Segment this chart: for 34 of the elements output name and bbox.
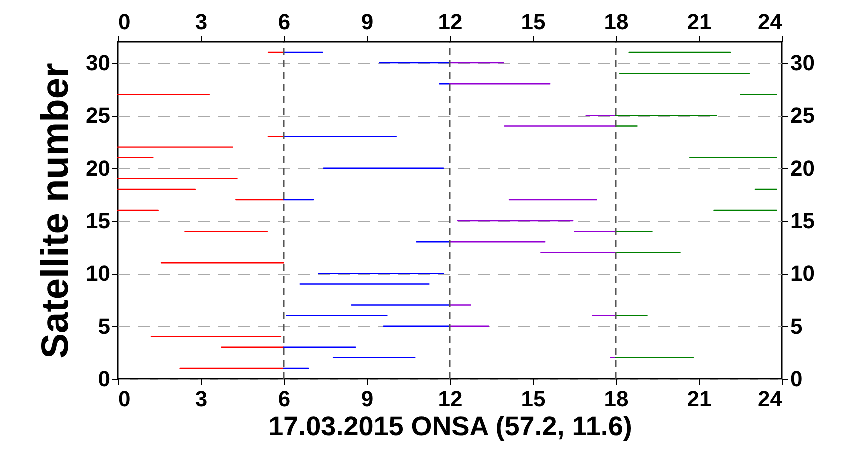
- y2-tick-label: 20: [790, 156, 815, 181]
- x2-tick-label: 18: [604, 10, 629, 34]
- x2-tick-label: 9: [361, 10, 374, 34]
- y-tick-label: 5: [98, 314, 110, 339]
- x-tick-label: 12: [438, 386, 463, 412]
- x2-tick-label: 0: [118, 10, 131, 34]
- x-tick-label: 0: [118, 386, 131, 412]
- x-tick-label: 21: [687, 386, 712, 412]
- x-tick-label: 3: [195, 386, 208, 412]
- y-tick-label: 0: [98, 366, 110, 392]
- y2-tick-label: 30: [790, 50, 815, 76]
- x-tick-label: 6: [278, 386, 291, 412]
- x2-tick-label: 24: [758, 10, 784, 34]
- y2-tick-label: 10: [790, 261, 815, 286]
- x-axis-title: 17.03.2015 ONSA (57.2, 11.6): [268, 412, 632, 442]
- x-tick-label: 15: [521, 386, 546, 412]
- x2-tick-label: 12: [438, 10, 463, 34]
- y2-tick-label: 0: [790, 366, 803, 392]
- y-tick-label: 20: [86, 156, 110, 181]
- y-tick-label: 15: [86, 208, 110, 234]
- y2-tick-label: 25: [790, 103, 815, 128]
- x2-tick-label: 15: [521, 10, 546, 34]
- y-tick-label: 10: [86, 261, 110, 286]
- x-tick-label: 18: [604, 386, 629, 412]
- y2-tick-label: 5: [790, 314, 803, 339]
- y2-tick-label: 15: [790, 208, 815, 234]
- y-tick-label: 25: [86, 103, 110, 128]
- x2-tick-label: 6: [278, 10, 291, 34]
- y-tick-label: 30: [86, 50, 110, 76]
- y-axis-title: Satellite number: [35, 62, 78, 359]
- x-tick-label: 9: [361, 386, 374, 412]
- x2-tick-label: 3: [195, 10, 208, 34]
- x-tick-label: 24: [758, 386, 784, 412]
- x2-tick-label: 21: [687, 10, 712, 34]
